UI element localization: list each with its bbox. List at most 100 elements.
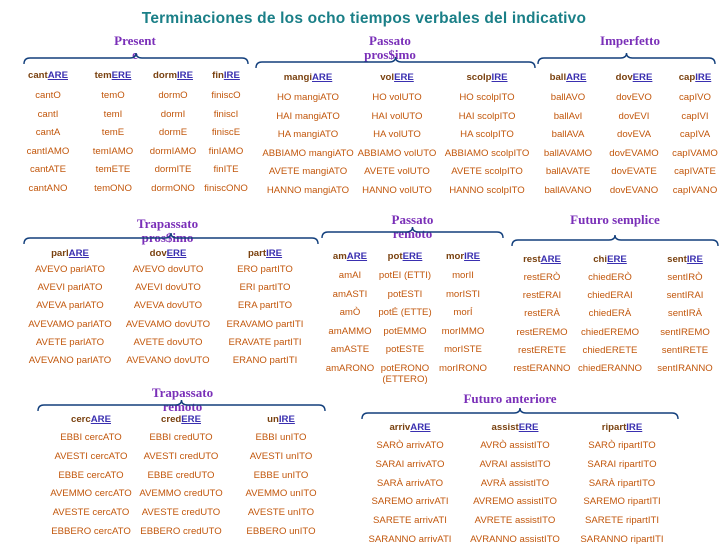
verb-ending: IRE [464, 251, 481, 262]
conjugation-cell: temO [101, 90, 125, 101]
conjugation-cell: AVRÀ assistITO [480, 477, 550, 489]
conjugation-cell: SARANNO ripartITI [580, 534, 664, 545]
section-title-trapassato-remoto: Trapassato remoto [151, 385, 214, 414]
conjugation-cell: EBBE unITO [253, 469, 309, 481]
conjugation-cell: AVETE parlATO [35, 336, 105, 348]
conjugation-cell: temI [103, 108, 123, 120]
verb-header: partIRE [215, 248, 315, 259]
conjugation-cell: AVEMMO cercATO [50, 488, 132, 500]
conjugation-cell: ballAVATE [545, 166, 591, 177]
verb-ending: ARE [312, 72, 333, 83]
conjugation-cell: potESTI [387, 288, 423, 300]
conjugation-cell: AVESTI unITO [249, 450, 313, 462]
conjugation-cell: ballAvI [553, 110, 583, 122]
verb-ending: ERE [518, 422, 539, 433]
verb-stem: part [247, 248, 267, 259]
verb-header: finIRE [176, 70, 276, 81]
verb-stem: un [267, 414, 279, 425]
conjugation-cell: AVESTE cercATO [52, 507, 130, 519]
conjugation-cell: temIAMO [92, 145, 134, 157]
conjugation-cell: AVRÒ assistITO [480, 440, 550, 451]
verb-header: potERE [355, 251, 455, 262]
conjugation-cell: potEI (ETTI) [378, 270, 432, 281]
conjugation-cell: restERÀ [524, 308, 560, 320]
conjugation-cell: finiscI [213, 108, 239, 120]
verb-header: unIRE [231, 414, 331, 425]
verb-stem: ball [549, 72, 567, 83]
conjugation-cell: chiedERANNO [578, 363, 642, 374]
conjugation-cell: AVESTI credUTO [143, 450, 219, 462]
verb-header: dovERE [584, 72, 684, 83]
verb-stem: cant [28, 70, 48, 81]
conjugation-cell: cantO [35, 90, 61, 101]
conjugation-cell: finiscO [211, 90, 241, 101]
conjugation-cell: finIAMO [208, 145, 244, 157]
conjugation-cell: restERÒ [523, 272, 561, 283]
conjugation-cell: AVRAI assistITO [479, 458, 551, 470]
conjugation-cell: AVEVAMO dovUTO [125, 318, 211, 330]
conjugation-cell: AVEVI parlATO [37, 282, 103, 294]
conjugation-cell: potÉ (ETTE) [378, 307, 432, 318]
verb-header: ripartIRE [572, 422, 672, 433]
section-title-passato-prossimo: Passato pros$imo [364, 33, 416, 62]
conjugation-cell: restERAI [522, 290, 562, 302]
verb-header: restARE [492, 254, 592, 265]
verb-ending: ERE [607, 254, 627, 265]
verb-header: ballARE [518, 72, 618, 83]
verb-header: morIRE [413, 251, 513, 262]
verb-header: sentIRE [635, 254, 728, 265]
brace-futuro-anteriore [361, 407, 679, 420]
conjugation-cell: SARAI ripartITO [587, 458, 657, 470]
conjugation-cell: morÍ [453, 307, 473, 318]
conjugation-cell: dormI [160, 108, 186, 120]
conjugation-cell: ERAVATE partITI [228, 336, 302, 348]
conjugation-cell: amASTE [330, 344, 370, 355]
conjugation-cell: HAI volUTO [371, 110, 423, 122]
conjugation-cell: morISTE [444, 344, 482, 355]
verb-ending: ERE [181, 414, 201, 425]
verb-stem: pot [387, 251, 403, 262]
verb-header: cantARE [0, 70, 98, 81]
conjugation-cell: SARÀ ripartITO [588, 477, 656, 489]
conjugation-cell: chiedERÀ [588, 308, 632, 320]
conjugation-cell: HA scolpITO [460, 129, 514, 140]
brace-presente [23, 52, 249, 65]
conjugation-cell: cantIAMO [26, 145, 70, 157]
verb-ending: ARE [68, 248, 89, 259]
section-title-futuro-anteriore: Futuro anteriore [463, 391, 557, 406]
conjugation-cell: AVRETE assistITO [474, 515, 556, 527]
verb-header: cercARE [41, 414, 141, 425]
verb-ending: ARE [410, 422, 431, 433]
conjugation-cell: SARAI arrivATO [375, 458, 445, 470]
verb-stem: chi [593, 254, 608, 265]
conjugation-cell: chiedERAI [587, 290, 633, 302]
conjugation-cell: dormITE [154, 164, 192, 175]
conjugation-cell: AVETE mangiATO [268, 166, 348, 177]
conjugation-cell: finiscE [211, 127, 241, 138]
conjugation-cell: EBBERO credUTO [140, 526, 222, 537]
verb-ending: IRE [626, 422, 643, 433]
conjugation-cell: temETE [95, 164, 131, 175]
conjugation-cell: ABBIAMO volUTO [357, 147, 437, 159]
conjugation-cell: amASTI [332, 288, 368, 300]
conjugation-cell: HANNO volUTO [362, 184, 432, 196]
conjugation-cell: ballAVAMO [543, 147, 593, 159]
verb-header: scolpIRE [437, 72, 537, 83]
verb-header: capIRE [645, 72, 728, 83]
verb-stem: dorm [153, 70, 177, 81]
conjugation-cell: sentIRANNO [657, 363, 713, 374]
conjugation-cell: SARÒ arrivATO [376, 440, 444, 451]
conjugation-cell: ballAVO [550, 92, 586, 103]
conjugation-cell: capIVAMO [672, 147, 718, 159]
conjugation-cell: potEMMO [383, 325, 427, 337]
conjugation-cell: ballAVANO [544, 184, 592, 196]
verb-ending: IRE [278, 414, 295, 425]
conjugation-cell: finiscONO [204, 182, 248, 194]
conjugation-cell: SARÒ ripartITO [588, 440, 656, 451]
verb-stem: dov [149, 248, 167, 259]
section-title-passato-remoto: Passato remoto [391, 212, 434, 241]
conjugation-cell: potESTE [385, 344, 425, 355]
conjugation-cell: dovEVO [616, 92, 652, 103]
conjugation-cell: ERA partITO [237, 300, 293, 312]
conjugation-cell: temE [101, 127, 125, 138]
